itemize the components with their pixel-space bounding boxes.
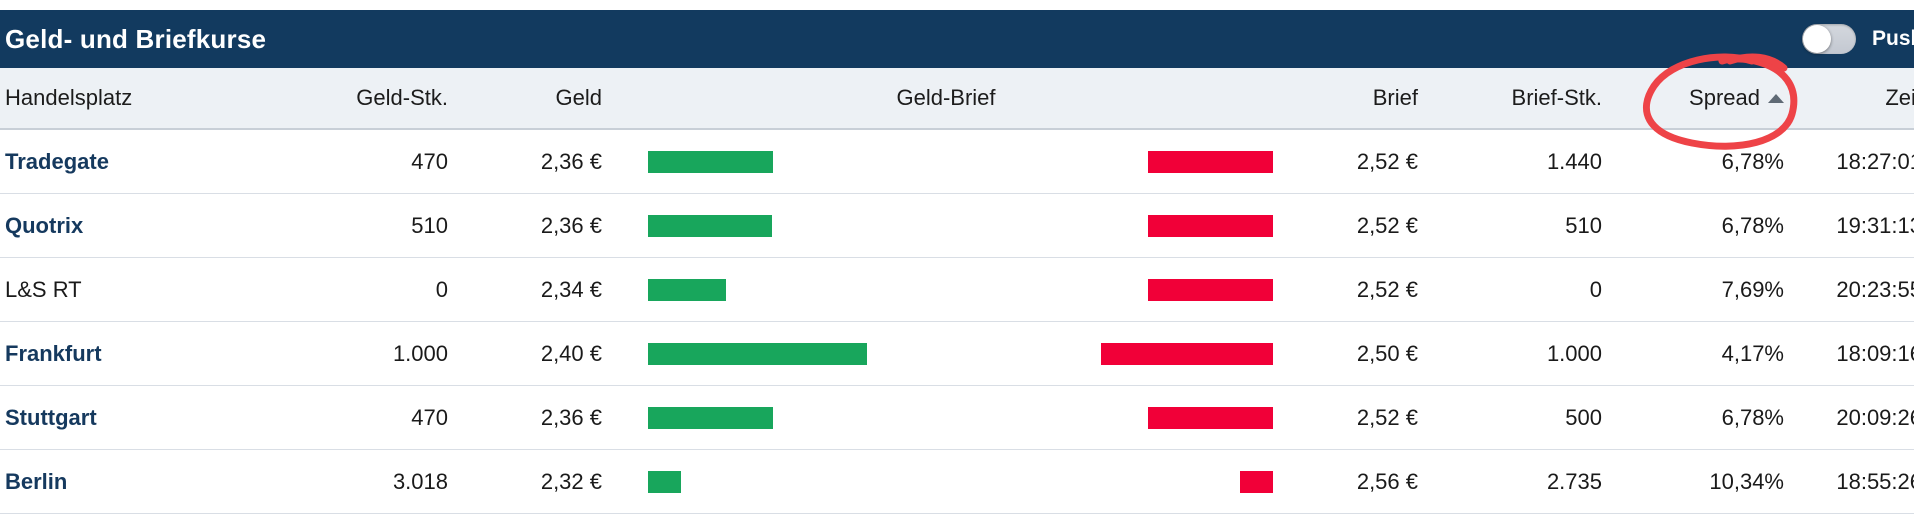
zeit-value: 20:09:26 [1836,405,1914,430]
spread-value: 6,78% [1721,213,1784,238]
venue-link-frankfurt[interactable]: Frankfurt [5,341,102,366]
brief-value: 2,56 € [1356,469,1418,494]
table-header-row: Handelsplatz Geld-Stk. Geld Geld-Brief B… [0,68,1914,130]
geld-stk-value: 1.000 [392,341,448,366]
push-toggle-knob [1803,25,1831,53]
bid-ask-bars [606,194,1286,258]
geld-value: 2,40 € [540,341,602,366]
venue-link-tradegate[interactable]: Tradegate [5,149,109,174]
table-row: Berlin 3.018 2,32 € 2,56 € 2.735 10,34% … [0,450,1914,514]
venue-link-berlin[interactable]: Berlin [5,469,68,494]
ask-bar [1148,215,1273,237]
spread-value: 10,34% [1709,469,1784,494]
bid-ask-bars [606,130,1286,194]
geld-value: 2,36 € [540,405,602,430]
venue-link-quotrix[interactable]: Quotrix [5,213,84,238]
geld-value: 2,36 € [540,213,602,238]
venue-link-ls-rt[interactable]: L&S RT [5,277,82,302]
geld-value: 2,32 € [540,469,602,494]
brief-value: 2,52 € [1356,149,1418,174]
col-header-geld-stk[interactable]: Geld-Stk. [356,85,448,110]
col-header-spread-label: Spread [1689,85,1760,110]
brief-stk-value: 0 [1589,277,1602,302]
col-header-zeit[interactable]: Zeit [1885,85,1914,110]
bid-ask-bars [606,386,1286,450]
geld-stk-value: 470 [411,405,448,430]
brief-value: 2,52 € [1356,277,1418,302]
zeit-value: 18:09:16 [1836,341,1914,366]
table-row: Tradegate 470 2,36 € 2,52 € 1.440 6,78% … [0,130,1914,194]
bid-bar [648,407,773,429]
brief-stk-value: 2.735 [1546,469,1602,494]
bid-ask-bars [606,322,1286,386]
quotes-table: Handelsplatz Geld-Stk. Geld Geld-Brief B… [0,68,1914,514]
col-header-handelsplatz[interactable]: Handelsplatz [5,85,133,110]
panel-titlebar: Geld- und Briefkurse Push [0,10,1914,68]
bid-ask-bars [606,258,1286,322]
brief-value: 2,52 € [1356,405,1418,430]
sort-ascending-icon [1768,93,1784,103]
zeit-value: 18:55:26 [1836,469,1914,494]
geld-stk-value: 470 [411,149,448,174]
table-row: Stuttgart 470 2,36 € 2,52 € 500 6,78% 20… [0,386,1914,450]
col-header-geld[interactable]: Geld [555,85,602,110]
table-row: Frankfurt 1.000 2,40 € 2,50 € 1.000 4,17… [0,322,1914,386]
brief-stk-value: 1.440 [1546,149,1602,174]
ask-bar [1101,343,1273,365]
ask-bar [1148,151,1273,173]
bid-bar [648,343,867,365]
spread-value: 4,17% [1721,341,1784,366]
bid-bar [648,471,681,493]
bid-ask-bars [606,450,1286,514]
push-toggle-group: Push [1802,10,1914,68]
brief-stk-value: 1.000 [1546,341,1602,366]
ask-bar [1240,471,1273,493]
brief-value: 2,52 € [1356,213,1418,238]
table-row: L&S RT 0 2,34 € 2,52 € 0 7,69% 20:23:55 [0,258,1914,322]
brief-stk-value: 500 [1565,405,1602,430]
col-header-spread[interactable]: Spread [1606,85,1788,111]
ask-bar [1148,279,1273,301]
bid-bar [648,279,726,301]
table-row: Quotrix 510 2,36 € 2,52 € 510 6,78% 19:3… [0,194,1914,258]
geld-stk-value: 3.018 [392,469,448,494]
geld-stk-value: 0 [435,277,448,302]
venue-link-stuttgart[interactable]: Stuttgart [5,405,97,430]
brief-stk-value: 510 [1565,213,1602,238]
push-toggle[interactable] [1802,24,1856,54]
spread-value: 6,78% [1721,149,1784,174]
bid-bar [648,151,773,173]
geld-value: 2,34 € [540,277,602,302]
panel-title: Geld- und Briefkurse [5,23,267,54]
col-header-brief[interactable]: Brief [1372,85,1418,110]
col-header-brief-stk[interactable]: Brief-Stk. [1511,85,1602,110]
ask-bar [1148,407,1273,429]
zeit-value: 19:31:13 [1836,213,1914,238]
zeit-value: 18:27:01 [1836,149,1914,174]
col-header-geld-brief[interactable]: Geld-Brief [896,85,996,110]
spread-value: 6,78% [1721,405,1784,430]
zeit-value: 20:23:55 [1836,277,1914,302]
geld-stk-value: 510 [411,213,448,238]
brief-value: 2,50 € [1356,341,1418,366]
geld-value: 2,36 € [540,149,602,174]
push-toggle-label: Push [1872,27,1914,50]
spread-value: 7,69% [1721,277,1784,302]
bid-bar [648,215,772,237]
